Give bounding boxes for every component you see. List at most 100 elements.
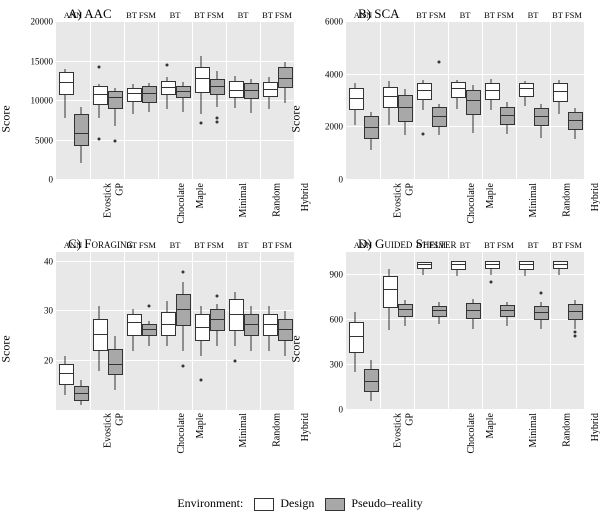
legend-key-design (254, 498, 274, 511)
panel-grid: A) AAC05000100001500020000EvostickANNGPC… (10, 0, 590, 464)
box (210, 309, 224, 331)
box (500, 305, 514, 318)
y-tick: 0 (311, 406, 343, 415)
strip-label: BT FSM (550, 10, 584, 20)
outlier (490, 281, 493, 284)
strip-label: BT (448, 240, 482, 250)
box (364, 369, 378, 392)
x-tick-label: Evostick (393, 413, 404, 448)
strip-label: BT FSM (414, 240, 448, 250)
legend-title: Environment: (177, 496, 243, 510)
box (161, 312, 175, 336)
box (568, 112, 582, 130)
y-axis-label: Score (289, 335, 304, 362)
outlier (181, 364, 184, 367)
strip-label: BT (226, 240, 260, 250)
x-tick-label: Random (561, 413, 572, 447)
y-tick: 2000 (311, 123, 343, 132)
y-tick: 20000 (21, 18, 53, 27)
x-tick-label: Random (561, 183, 572, 217)
box (161, 81, 175, 96)
x-tick-label: Random (271, 413, 282, 447)
y-tick: 10000 (21, 97, 53, 106)
box (553, 261, 567, 269)
box (534, 108, 548, 126)
outlier (98, 66, 101, 69)
panel-C: C) Foraging203040EvostickANNGPChocolateB… (10, 234, 300, 464)
y-axis-label: Score (0, 335, 14, 362)
strip-label: BT FSM (414, 10, 448, 20)
outlier (437, 60, 440, 63)
y-tick: 600 (311, 315, 343, 324)
panel-A: A) AAC05000100001500020000EvostickANNGPC… (10, 4, 300, 234)
strip-label: BT (158, 240, 192, 250)
box (485, 83, 499, 99)
outlier (573, 330, 576, 333)
y-tick: 5000 (21, 136, 53, 145)
strip-label: BT (448, 10, 482, 20)
strip-label: BT (516, 240, 550, 250)
y-tick: 6000 (311, 18, 343, 27)
x-tick-label: GP (404, 413, 415, 426)
box (519, 261, 533, 270)
strip-label: ANN (346, 10, 380, 20)
box (398, 95, 412, 122)
x-tick-label: Chocolate (176, 183, 187, 224)
strip-label: BT FSM (260, 240, 294, 250)
strip-label: ANN (56, 10, 90, 20)
box (74, 114, 88, 146)
box (263, 82, 277, 97)
y-tick: 300 (311, 360, 343, 369)
box (93, 319, 107, 351)
outlier (147, 305, 150, 308)
box (398, 304, 412, 317)
plot-area: 203040EvostickANNGPChocolateBT FSMMapleB… (56, 252, 294, 410)
outlier (422, 132, 425, 135)
strip-label: BT FSM (482, 240, 516, 250)
box (500, 107, 514, 125)
box (127, 314, 141, 336)
box (176, 86, 190, 98)
box (432, 107, 446, 127)
box (108, 91, 122, 109)
box (349, 322, 363, 353)
y-axis-label: Score (289, 105, 304, 132)
legend-label-pseudo: Pseudo–reality (351, 496, 422, 510)
box (364, 116, 378, 139)
x-tick-label: Evostick (103, 413, 114, 448)
box (417, 83, 431, 99)
x-tick-label: Maple (485, 413, 496, 439)
x-tick-label: Hybrid (590, 413, 600, 441)
legend-key-pseudo (325, 498, 345, 511)
box (466, 303, 480, 319)
strip-label: BT (226, 10, 260, 20)
x-tick-label: GP (114, 413, 125, 426)
outlier (181, 270, 184, 273)
box (195, 67, 209, 93)
box (244, 83, 258, 99)
strip-label: BT FSM (192, 10, 226, 20)
outlier (539, 291, 542, 294)
x-tick-label: Minimal (238, 413, 249, 447)
outlier (113, 139, 116, 142)
strip-label: BT FSM (550, 240, 584, 250)
x-tick-label: Minimal (528, 183, 539, 217)
box (59, 72, 73, 95)
y-tick: 0 (21, 176, 53, 185)
x-tick-label: Evostick (103, 183, 114, 218)
outlier (166, 63, 169, 66)
box (278, 67, 292, 88)
outlier (200, 379, 203, 382)
x-tick-label: Evostick (393, 183, 404, 218)
box (229, 299, 243, 331)
box (534, 306, 548, 320)
outlier (573, 334, 576, 337)
box (451, 261, 465, 270)
x-tick-label: Chocolate (176, 413, 187, 454)
box (568, 304, 582, 320)
box (485, 261, 499, 269)
x-tick-label: GP (114, 183, 125, 196)
box (142, 324, 156, 336)
box (349, 88, 363, 110)
legend: Environment: Design Pseudo–reality (0, 496, 600, 511)
